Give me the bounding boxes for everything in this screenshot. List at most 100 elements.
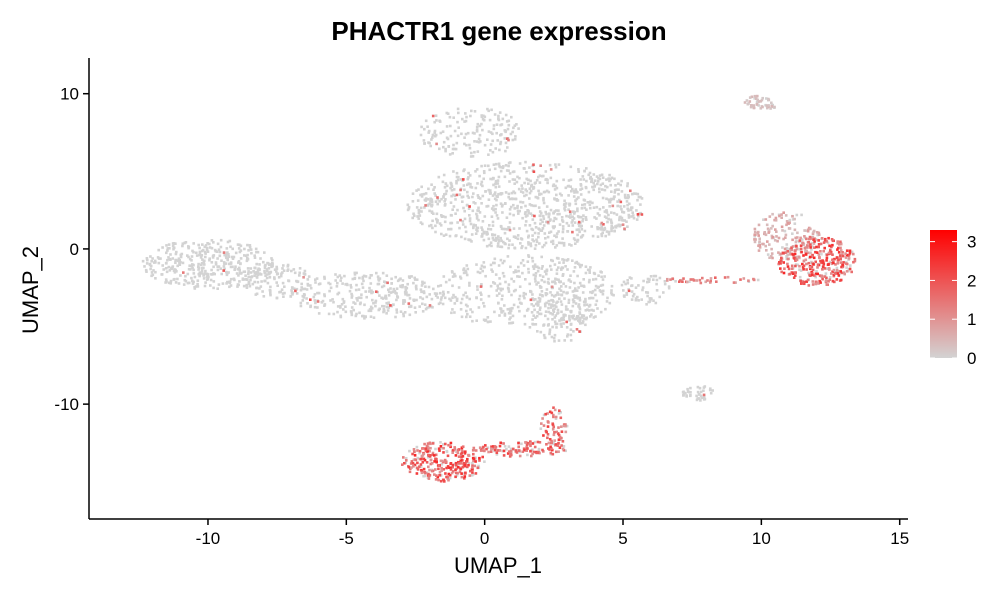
point-main-body (430, 204, 433, 208)
point-right-cluster (813, 237, 817, 241)
point-lower-right-lobe (547, 299, 551, 303)
point-lower-right-lobe (542, 333, 546, 337)
point-main-body (627, 213, 631, 217)
point-bottom-left (403, 462, 406, 465)
point-main-body (553, 216, 556, 220)
point-right-upper (785, 255, 788, 258)
point-lower-right-lobe (539, 312, 543, 316)
point-main-lower (551, 259, 554, 263)
point-bottom-left (464, 450, 467, 453)
point-main-body (496, 217, 500, 220)
point-main-body (495, 194, 498, 198)
point-main-top (463, 136, 466, 139)
point-main-body (529, 212, 533, 215)
point-left-cluster (226, 258, 229, 262)
point-main-top (490, 108, 493, 112)
point-bridge (403, 291, 407, 294)
point-main-lower (546, 317, 550, 321)
point-lower-right-lobe (547, 310, 551, 314)
point-main-body (570, 244, 573, 247)
point-main-top (445, 111, 449, 115)
point-bottom-arm (482, 445, 485, 449)
point-main-lower (555, 305, 558, 309)
point-main-body (554, 163, 557, 166)
point-main-body (613, 195, 616, 198)
point-bottom-tip (557, 438, 561, 442)
point-main-body (518, 162, 522, 165)
point-main-lower (561, 266, 565, 270)
point-right-upper (782, 211, 785, 214)
point-bridge (370, 289, 373, 292)
point-main-body (441, 180, 445, 184)
point-left-arm (275, 265, 278, 269)
point-bottom-left (420, 470, 424, 473)
point-main-body (488, 224, 491, 227)
point-left-cluster (204, 244, 208, 247)
point-main-body (420, 210, 423, 213)
point-bottom-left (448, 476, 452, 480)
point-bridge (338, 274, 342, 277)
point-bridge (403, 311, 407, 314)
point-bottom-arm (517, 441, 520, 445)
point-main-lower (522, 294, 525, 298)
point-mid-right-small (645, 303, 648, 306)
point-main-body (506, 228, 509, 231)
point-bridge (359, 296, 363, 300)
point-bridge (342, 308, 345, 311)
point-main-body (487, 227, 490, 231)
point-lower-right-lobe (544, 304, 547, 308)
point-top-right-small (770, 101, 773, 105)
point-main-body (538, 210, 542, 213)
point-bottom-left (439, 445, 443, 448)
point-main-body (455, 171, 459, 175)
point-streak (666, 277, 669, 281)
point-bridge (309, 286, 313, 290)
point-bottom-tip (551, 428, 555, 431)
point-lower-right-lobe (539, 306, 542, 309)
point-main-body (622, 211, 626, 214)
point-right-cluster (785, 246, 789, 250)
point-right-upper (796, 236, 799, 239)
point-bridge (439, 291, 442, 295)
point-main-body (504, 164, 508, 167)
point-right-cluster (810, 270, 813, 274)
point-right-upper (774, 219, 778, 222)
point-bottom-tip (548, 438, 552, 441)
point-bridge (394, 275, 397, 279)
point-right-upper (773, 218, 776, 222)
point-bottom-tip (557, 433, 561, 437)
point-main-body (617, 223, 621, 227)
point-main-lower (540, 278, 544, 282)
point-left-cluster (172, 247, 175, 251)
point-main-lower (604, 307, 607, 311)
point-lower-right-lobe (580, 316, 584, 319)
point-main-body (603, 210, 607, 213)
point-main-body (501, 211, 504, 214)
point-lower-right-lobe (548, 332, 551, 336)
point-left-arm (275, 267, 279, 271)
point-right-cluster (822, 249, 825, 253)
point-right-cluster (813, 246, 816, 249)
point-main-body (525, 171, 528, 174)
point-left-cluster (215, 250, 219, 253)
point-bottom-arm (492, 445, 495, 448)
point-main-body (482, 170, 486, 173)
point-bridge (355, 312, 358, 316)
point-right-upper (767, 228, 771, 232)
point-main-lower (573, 266, 577, 269)
point-lower-right-lobe (566, 308, 569, 311)
point-main-body (578, 230, 581, 234)
point-main-body (577, 222, 580, 225)
point-layer (141, 94, 857, 483)
point-bottom-arm (495, 451, 499, 454)
point-bottom-arm (561, 447, 565, 451)
point-main-body (524, 211, 527, 214)
point-main-body (589, 177, 592, 180)
point-main-lower (477, 306, 481, 309)
point-main-top (507, 119, 511, 123)
point-main-body (539, 222, 542, 226)
point-main-lower (554, 277, 557, 281)
point-left-arm (307, 275, 311, 278)
point-left-cluster (200, 262, 204, 265)
point-lower-right-lobe (560, 285, 563, 288)
